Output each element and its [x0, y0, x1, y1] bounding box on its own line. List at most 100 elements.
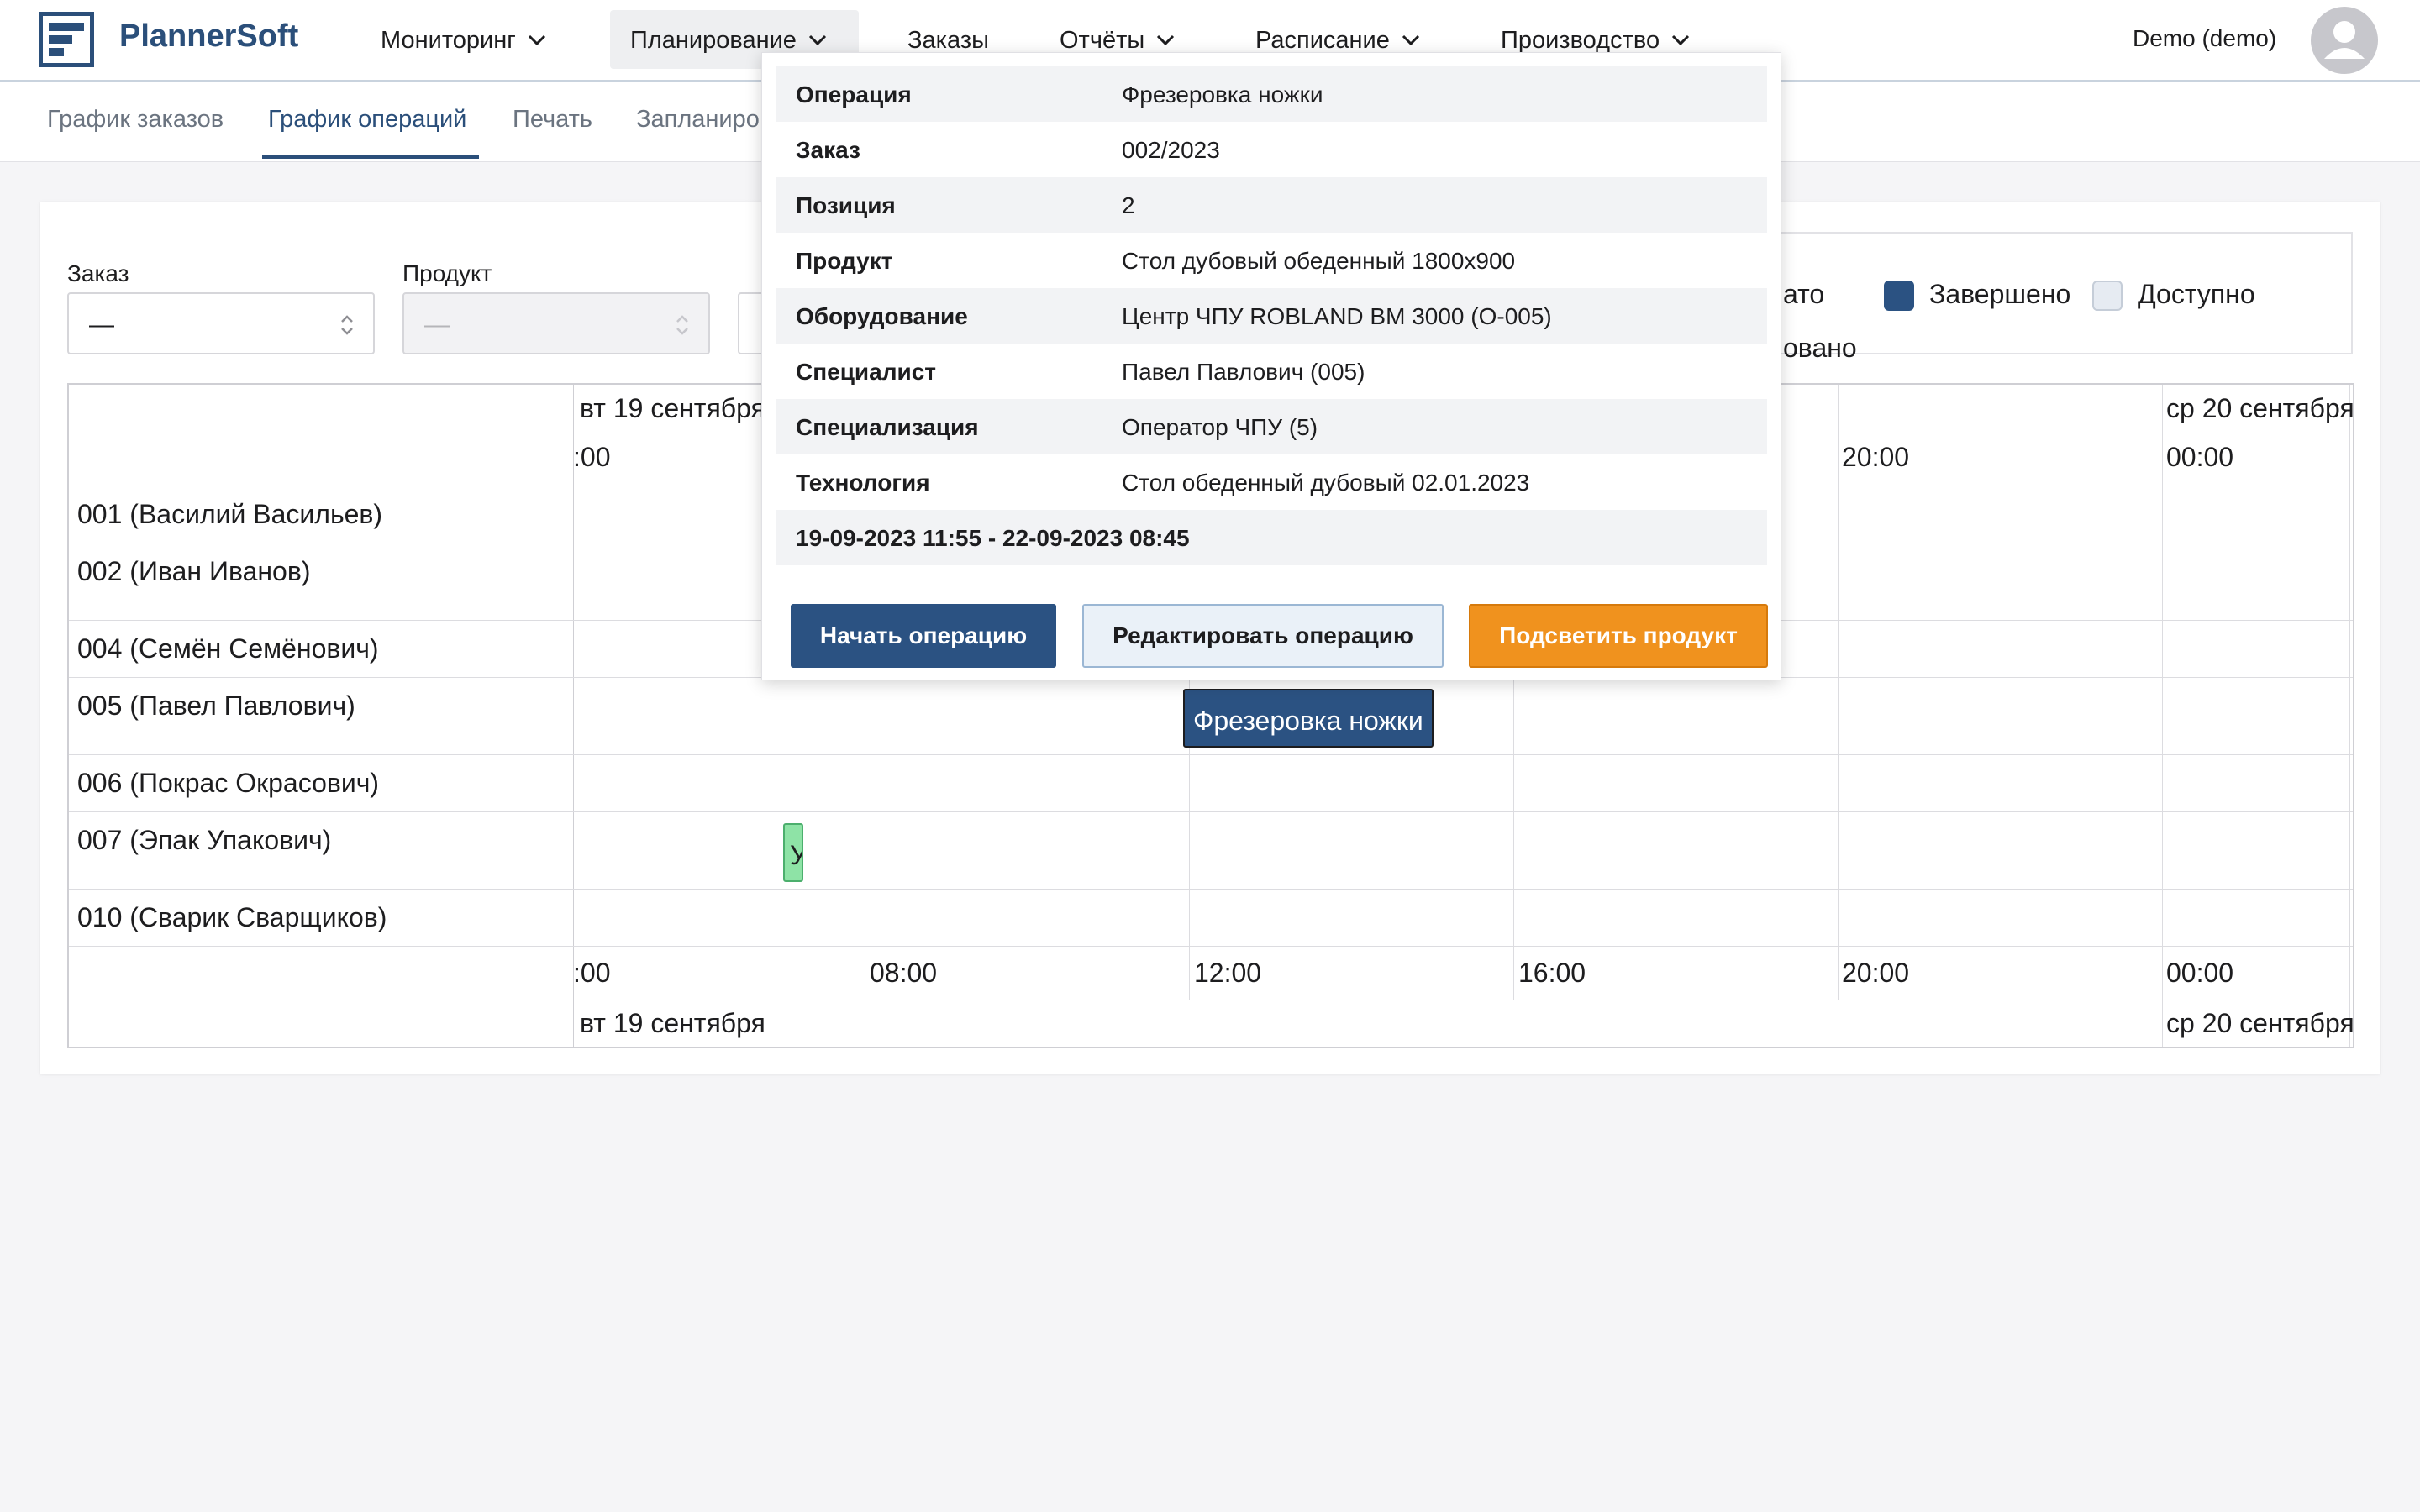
chevron-down-icon [808, 34, 826, 46]
nav-monitoring-label: Мониторинг [381, 26, 516, 54]
start-operation-button[interactable]: Начать операцию [791, 604, 1056, 668]
brand-name[interactable]: PlannerSoft [119, 18, 299, 54]
nav-reports[interactable]: Отчёты [1060, 22, 1175, 59]
gantt-row-label[interactable]: 001 (Василий Васильев) [77, 499, 383, 529]
gantt-time-top: 20:00 [1842, 442, 1910, 472]
popup-field-operation: Операция Фрезеровка ножки [776, 66, 1767, 122]
nav-monitoring[interactable]: Мониторинг [381, 22, 546, 59]
popup-field-key: Оборудование [796, 303, 968, 329]
popup-field-key: Специализация [796, 414, 979, 440]
order-select-value: — [89, 311, 114, 339]
nav-production-label: Производство [1501, 26, 1660, 54]
nav-schedule-label: Расписание [1255, 26, 1390, 54]
plannersoft-logo-icon[interactable] [39, 12, 94, 67]
nav-production[interactable]: Производство [1501, 22, 1690, 59]
gantt-row-label[interactable]: 007 (Эпак Упакович) [77, 825, 332, 855]
nav-reports-label: Отчёты [1060, 26, 1145, 54]
popup-field-value: Стол дубовый обеденный 1800x900 [1122, 248, 1516, 274]
popup-field-position: Позиция 2 [776, 177, 1767, 233]
legend-partial-label: ато [1783, 279, 1825, 309]
gantt-operation-bar[interactable]: Фрезеровка ножки [1183, 689, 1434, 748]
popup-field-key: Операция [796, 81, 912, 108]
legend-completed-swatch [1884, 281, 1914, 311]
popup-field-value: Павел Павлович (005) [1122, 359, 1365, 385]
gantt-row-divider [69, 946, 2353, 947]
gantt-row-label[interactable]: 005 (Павел Павлович) [77, 690, 355, 721]
gantt-row-divider [69, 811, 2353, 812]
gantt-row-label[interactable]: 002 (Иван Иванов) [77, 556, 311, 586]
gantt-time-bottom: 08:00 [870, 958, 938, 988]
legend-available-swatch [2092, 281, 2123, 311]
nav-planning[interactable]: Планирование [630, 22, 827, 59]
popup-field-specialization: Специализация Оператор ЧПУ (5) [776, 399, 1767, 454]
legend-completed-label: Завершено [1929, 279, 2071, 309]
popup-field-key: Позиция [796, 192, 896, 218]
popup-field-value: Фрезеровка ножки [1122, 81, 1323, 108]
gantt-time-gridline [2349, 385, 2350, 1047]
tab-operations-chart[interactable]: График операций [268, 106, 467, 133]
chevron-down-icon [1157, 34, 1175, 46]
tab-orders-chart[interactable]: График заказов [47, 106, 224, 133]
popup-field-order: Заказ 002/2023 [776, 122, 1767, 177]
gantt-time-bottom: 12:00 [1194, 958, 1262, 988]
popup-field-value: 2 [1122, 192, 1135, 218]
user-name[interactable]: Demo (demo) [2133, 25, 2277, 51]
product-select[interactable]: — [402, 292, 710, 354]
nav-orders[interactable]: Заказы [908, 22, 989, 59]
chevron-down-icon [528, 34, 545, 46]
tab-print[interactable]: Печать [513, 106, 593, 133]
gantt-chart: вт 19 сентября ср 20 сентября :00 20:00 … [67, 383, 2354, 1048]
nav-orders-label: Заказы [908, 26, 989, 54]
gantt-row-label[interactable]: 006 (Покрас Окрасович) [77, 768, 380, 798]
gantt-operation-bar[interactable]: У [783, 823, 803, 882]
gantt-time-gridline [1838, 385, 1839, 1000]
popup-field-technology: Технология Стол обеденный дубовый 02.01.… [776, 454, 1767, 510]
user-icon [2324, 21, 2365, 59]
popup-field-value: 002/2023 [1122, 137, 1220, 163]
gantt-time-gridline [1513, 487, 1514, 1000]
gantt-row-label[interactable]: 010 (Сварик Сварщиков) [77, 902, 387, 932]
popup-field-value: Оператор ЧПУ (5) [1122, 414, 1318, 440]
gantt-time-bottom: :00 [573, 958, 611, 988]
gantt-time-bottom: 16:00 [1518, 958, 1586, 988]
highlight-product-button[interactable]: Подсветить продукт [1469, 604, 1768, 668]
gantt-operation-bar-label: У [790, 840, 802, 870]
gantt-time-top: 00:00 [2166, 442, 2234, 472]
gantt-day-gridline [2162, 385, 2163, 1047]
product-filter-label: Продукт [402, 260, 492, 286]
tab-planned[interactable]: Запланиро [636, 106, 760, 133]
popup-field-key: Заказ [796, 137, 860, 163]
gantt-date-top-left: вт 19 сентября [580, 393, 765, 423]
edit-operation-button[interactable]: Редактировать операцию [1082, 604, 1444, 668]
gantt-operation-bar-label: Фрезеровка ножки [1193, 706, 1423, 736]
nav-schedule[interactable]: Расписание [1255, 22, 1420, 59]
legend-available-label: Доступно [2138, 279, 2255, 309]
nav-planning-label: Планирование [630, 26, 797, 54]
select-arrows-icon [676, 315, 688, 335]
status-legend: ато Завершено Доступно овано [1721, 232, 2353, 363]
gantt-date-bottom-left: вт 19 сентября [580, 1008, 765, 1038]
popup-field-key: Продукт [796, 248, 893, 274]
legend-partial-second-label: овано [1783, 333, 1857, 363]
gantt-time-bottom: 20:00 [1842, 958, 1910, 988]
popup-field-key: Технология [796, 470, 930, 496]
gantt-date-top-right: ср 20 сентября [2166, 393, 2354, 423]
gantt-date-bottom-right: ср 20 сентября [2166, 1008, 2354, 1038]
avatar[interactable] [2311, 7, 2378, 74]
order-select[interactable]: — [67, 292, 375, 354]
popup-field-key: Специалист [796, 359, 936, 385]
popup-period-row: 19-09-2023 11:55 - 22-09-2023 08:45 [776, 510, 1767, 565]
operation-details-popup: Операция Фрезеровка ножки Заказ 002/2023… [761, 52, 1781, 680]
order-filter-label: Заказ [67, 260, 129, 286]
active-tab-underline [262, 155, 479, 159]
gantt-time-top: :00 [573, 442, 611, 472]
chevron-down-icon [1402, 34, 1419, 46]
select-arrows-icon [341, 315, 353, 335]
gantt-row-divider [69, 889, 2353, 890]
gantt-row-label[interactable]: 004 (Семён Семёнович) [77, 633, 379, 664]
gantt-time-bottom: 00:00 [2166, 958, 2234, 988]
popup-field-equipment: Оборудование Центр ЧПУ ROBLAND BM 3000 (… [776, 288, 1767, 344]
popup-period: 19-09-2023 11:55 - 22-09-2023 08:45 [796, 525, 1190, 551]
top-navbar: PlannerSoft Мониторинг Планирование Зака… [0, 0, 2420, 82]
gantt-label-column-divider [573, 385, 574, 1047]
